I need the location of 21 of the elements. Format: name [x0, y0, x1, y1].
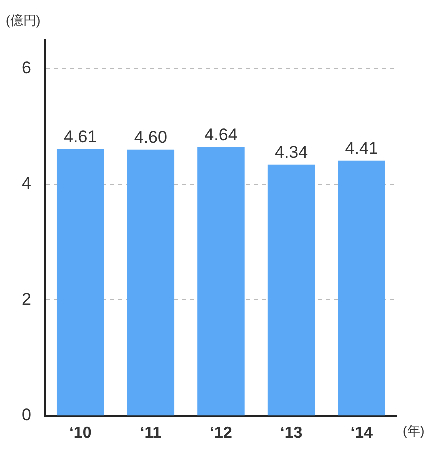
- x-tick-label: ‘10: [69, 424, 92, 442]
- y-tick-label: 4: [22, 174, 32, 194]
- data-label: 4.41: [345, 139, 378, 158]
- x-tick-label: ‘12: [210, 424, 232, 442]
- bar: [56, 149, 104, 416]
- data-label: 4.61: [64, 127, 98, 146]
- bar: [268, 164, 316, 416]
- bar: [338, 160, 386, 416]
- x-tick-label: ‘11: [140, 424, 162, 442]
- y-tick-label: 2: [22, 290, 32, 309]
- y-tick-label: 6: [22, 58, 32, 78]
- x-tick-label: ‘14: [350, 424, 374, 442]
- x-axis-title: (年): [403, 423, 425, 438]
- y-axis-title: (億円): [6, 13, 41, 28]
- data-label: 4.60: [134, 128, 168, 148]
- y-tick-label: 0: [22, 405, 32, 424]
- x-tick-label: ‘13: [280, 424, 303, 442]
- bar: [127, 150, 175, 416]
- data-label: 4.34: [274, 143, 308, 162]
- data-label: 4.64: [204, 126, 238, 145]
- bar: [198, 148, 245, 416]
